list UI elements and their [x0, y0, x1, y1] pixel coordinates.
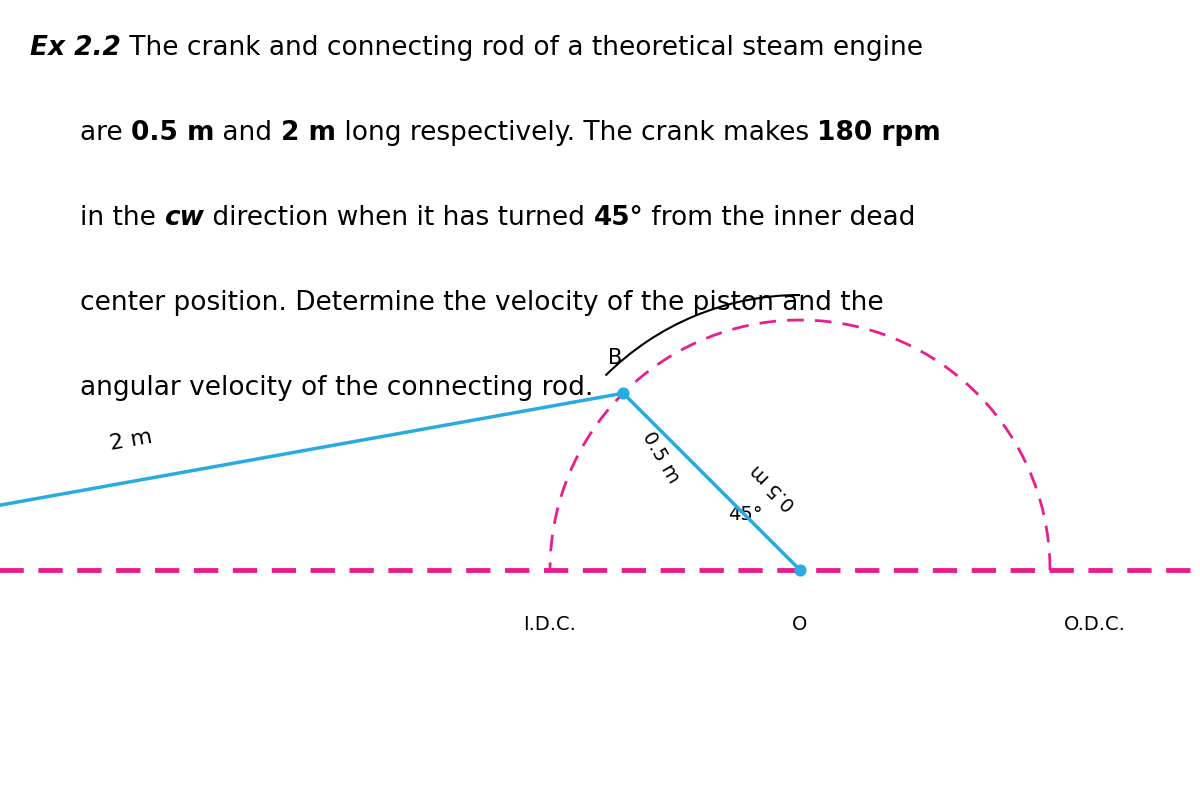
Text: 45°: 45°	[727, 506, 762, 525]
Text: and: and	[215, 120, 281, 146]
Text: O.D.C.: O.D.C.	[1064, 615, 1126, 634]
Text: long respectively. The crank makes: long respectively. The crank makes	[336, 120, 817, 146]
Text: in the: in the	[80, 205, 164, 231]
Text: from the inner dead: from the inner dead	[643, 205, 916, 231]
Text: 0.5 m: 0.5 m	[638, 428, 683, 486]
Text: 45°: 45°	[594, 205, 643, 231]
Text: angular velocity of the connecting rod.: angular velocity of the connecting rod.	[80, 375, 593, 401]
Text: are: are	[80, 120, 131, 146]
Text: direction when it has turned: direction when it has turned	[204, 205, 594, 231]
Text: 2 m: 2 m	[281, 120, 336, 146]
Text: 180 rpm: 180 rpm	[817, 120, 941, 146]
Text: O: O	[792, 615, 808, 634]
Point	[613, 387, 632, 400]
Text: 2 m: 2 m	[108, 426, 154, 454]
Text: Ex 2.2: Ex 2.2	[30, 35, 121, 61]
Text: center position. Determine the velocity of the piston and the: center position. Determine the velocity …	[80, 290, 883, 316]
Text: B: B	[608, 348, 623, 368]
Text: 0.5 m: 0.5 m	[746, 460, 799, 513]
Text: cw: cw	[164, 205, 204, 231]
Text: The crank and connecting rod of a theoretical steam engine: The crank and connecting rod of a theore…	[121, 35, 923, 61]
Text: 0.5 m: 0.5 m	[131, 120, 215, 146]
Text: I.D.C.: I.D.C.	[523, 615, 576, 634]
Point	[791, 563, 810, 576]
